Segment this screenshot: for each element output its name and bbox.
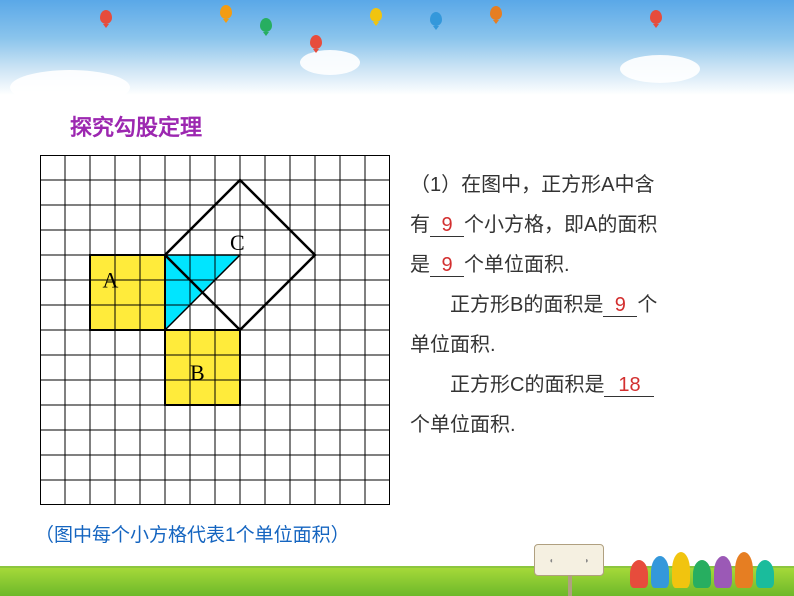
sky-background	[0, 0, 794, 95]
text: 有	[410, 214, 430, 236]
text: 个单位面积.	[464, 254, 570, 276]
answer-1: 9	[430, 214, 464, 237]
kid-icon	[756, 560, 774, 588]
balloon-icon	[310, 35, 322, 49]
balloon-icon	[370, 8, 382, 22]
text: （1）在图中，正方形A中含	[410, 174, 654, 196]
section-title: 探究勾股定理	[70, 110, 202, 142]
kid-icon	[672, 552, 690, 588]
cloud	[10, 70, 130, 105]
balloon-icon	[260, 18, 272, 32]
balloon-icon	[490, 6, 502, 20]
prose-block: （1）在图中，正方形A中含 有9个小方格，即A的面积 是9个单位面积. 正方形B…	[410, 165, 780, 445]
text: 正方形B的面积是	[410, 294, 603, 316]
text: 个单位面积.	[410, 414, 516, 436]
text: 是	[410, 254, 430, 276]
sign-board: ◐◑	[534, 544, 604, 576]
cloud	[620, 55, 700, 83]
grid-svg: A B C	[40, 155, 390, 505]
text: 个小方格，即A的面积	[464, 214, 657, 236]
balloon-icon	[220, 5, 232, 19]
cloud	[300, 50, 360, 75]
kid-icon	[714, 556, 732, 588]
grid-diagram: A B C	[40, 155, 390, 505]
kid-icon	[630, 560, 648, 588]
kid-icon	[651, 556, 669, 588]
kids-illustration	[630, 552, 774, 588]
sign-post	[568, 574, 572, 596]
kid-icon	[693, 560, 711, 588]
text: 单位面积.	[410, 334, 496, 356]
text: 个	[637, 294, 657, 316]
svg-text:B: B	[190, 360, 205, 385]
balloon-icon	[430, 12, 442, 26]
grid-caption: （图中每个小方格代表1个单位面积）	[35, 520, 350, 547]
answer-3: 9	[603, 294, 637, 317]
balloon-icon	[100, 10, 112, 24]
svg-text:A: A	[103, 268, 119, 293]
balloon-icon	[650, 10, 662, 24]
answer-2: 9	[430, 254, 464, 277]
answer-4: 18	[604, 374, 654, 397]
svg-text:C: C	[230, 230, 245, 255]
kid-icon	[735, 552, 753, 588]
text: 正方形C的面积是	[410, 374, 604, 396]
